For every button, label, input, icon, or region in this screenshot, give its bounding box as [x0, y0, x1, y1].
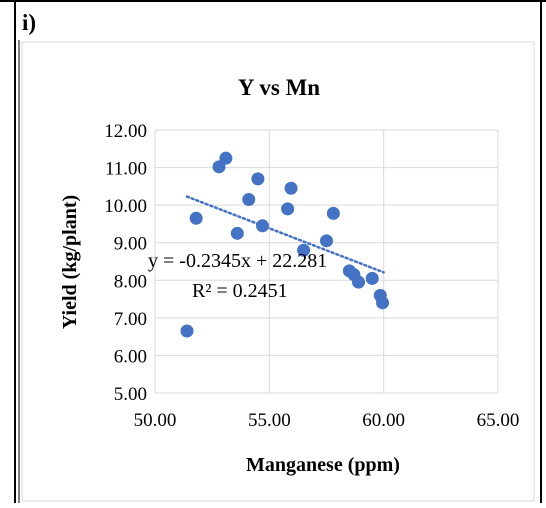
- y-tick-label: 7.00: [114, 309, 147, 330]
- y-tick-label: 8.00: [114, 271, 147, 292]
- y-tick-label: 6.00: [114, 346, 147, 367]
- data-point: [180, 324, 194, 338]
- data-point: [251, 172, 265, 186]
- x-tick-label: 60.00: [362, 410, 405, 431]
- data-point: [284, 181, 298, 195]
- x-tick-label: 55.00: [248, 410, 291, 431]
- x-tick-label: 65.00: [477, 410, 520, 431]
- data-point: [281, 202, 295, 216]
- data-point: [326, 206, 340, 220]
- y-tick-label: 5.00: [114, 384, 147, 405]
- trendline: [185, 195, 385, 274]
- data-points: [180, 151, 390, 338]
- y-tick-label: 11.00: [105, 159, 147, 180]
- chart-title: Y vs Mn: [238, 75, 320, 100]
- panel-label: i): [22, 10, 36, 35]
- data-point: [365, 271, 379, 285]
- data-point: [242, 193, 256, 207]
- trendline-equation: y = -0.2345x + 22.281: [148, 250, 327, 272]
- y-tick-label: 12.00: [104, 121, 147, 142]
- data-point: [352, 275, 366, 289]
- y-tick-label: 10.00: [104, 196, 147, 217]
- y-tick-label: 9.00: [114, 234, 147, 255]
- data-point: [376, 296, 390, 310]
- data-point: [230, 226, 244, 240]
- x-tick-label: 50.00: [134, 410, 177, 431]
- y-tick-labels: 5.00 6.00 7.00 8.00 9.00 10.00 11.00 12.00: [104, 121, 147, 405]
- data-point: [189, 211, 203, 225]
- data-point: [255, 219, 269, 233]
- x-tick-labels: 50.00 55.00 60.00 65.00: [134, 410, 520, 431]
- data-point: [219, 151, 233, 165]
- data-point: [320, 234, 333, 248]
- y-axis-title: Yield (kg/plant): [59, 195, 81, 329]
- r-squared-label: R² = 0.2451: [192, 280, 288, 302]
- x-axis-title: Manganese (ppm): [246, 454, 400, 476]
- trendline-line: [185, 195, 385, 274]
- chart-area: [21, 41, 535, 502]
- data-point: [297, 243, 311, 257]
